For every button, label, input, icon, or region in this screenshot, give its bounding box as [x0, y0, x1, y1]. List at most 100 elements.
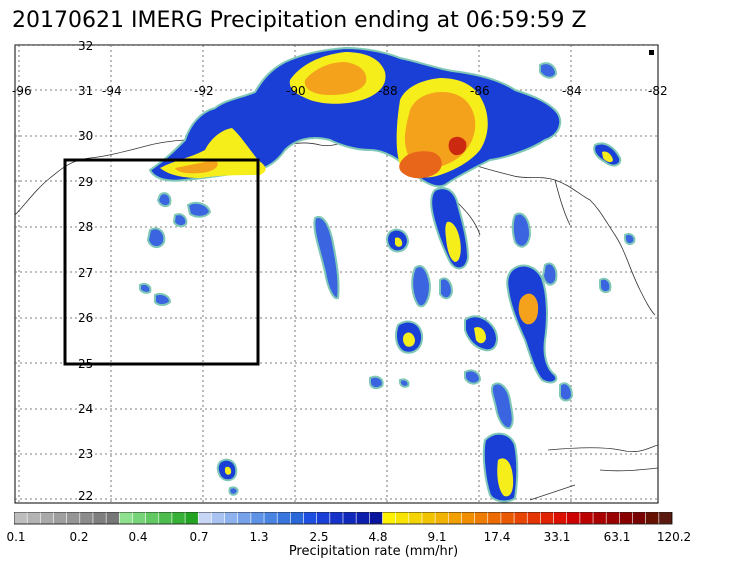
colorbar-swatch — [540, 512, 555, 525]
colorbar-swatch — [526, 512, 541, 525]
colorbar-swatch — [408, 512, 423, 525]
colorbar-swatch — [79, 512, 94, 525]
colorbar-swatch — [224, 512, 239, 525]
colorbar-swatch — [92, 512, 107, 525]
colorbar-swatch — [145, 512, 160, 525]
colorbar-swatch — [395, 512, 410, 525]
precip-frag-4 — [172, 213, 188, 228]
colorbar-swatch — [382, 512, 397, 525]
precip-frag-1 — [146, 227, 166, 248]
colorbar-swatch — [632, 512, 647, 525]
colorbar-swatch — [605, 512, 620, 525]
colorbar-swatch — [355, 512, 370, 525]
longitude-labels: -96 -94 -92 -90 -88 -86 -84 -82 — [12, 84, 668, 98]
colorbar-swatch — [132, 512, 147, 525]
map-title: 20170621 IMERG Precipitation ending at 0… — [12, 8, 587, 33]
colorbar-swatch — [250, 512, 265, 525]
precip-east-red — [399, 151, 442, 179]
latitude-labels: 32 31 30 29 28 27 26 25 24 23 22 — [78, 39, 93, 503]
precip-cell-d-yellow — [402, 332, 415, 347]
colorbar-swatch — [118, 512, 134, 525]
colorbar-swatch — [500, 512, 515, 525]
colorbar-swatch — [303, 512, 318, 525]
precip-frag-18 — [624, 232, 636, 246]
precip-frag-6 — [139, 282, 152, 294]
precip-cell-b-orange — [518, 293, 539, 325]
precip-cell-a-yellow — [445, 221, 461, 262]
precip-frag-14 — [490, 382, 514, 430]
precip-frag-16 — [599, 277, 612, 294]
colorbar-swatch — [329, 512, 344, 525]
precip-cell-g-yellow — [225, 466, 232, 475]
lon-label: -88 — [378, 84, 398, 98]
lat-label: 23 — [78, 447, 93, 461]
colorbar-swatch — [290, 512, 305, 525]
precip-frag-7 — [313, 216, 340, 300]
lon-label: -94 — [102, 84, 122, 98]
colorbar-tick-label: 33.1 — [543, 530, 571, 544]
colorbar-swatch — [171, 512, 186, 525]
precip-cell-h-yellow — [602, 151, 613, 163]
precipitation-field — [139, 46, 636, 503]
colorbar-tick-label: 0.7 — [189, 530, 209, 544]
colorbar-tick-label: 17.4 — [483, 530, 511, 544]
colorbar — [14, 512, 673, 525]
colorbar-tick-label: 0.2 — [69, 530, 89, 544]
precip-cell-e-yellow — [474, 327, 486, 344]
lon-label: -92 — [194, 84, 214, 98]
lon-label: -86 — [470, 84, 490, 98]
colorbar-swatch — [645, 512, 660, 525]
colorbar-swatch — [487, 512, 502, 525]
colorbar-swatch — [369, 512, 384, 525]
lon-label: -96 — [12, 84, 32, 98]
lat-label: 22 — [78, 489, 93, 503]
colorbar-swatch — [263, 512, 278, 525]
lon-label: -82 — [648, 84, 668, 98]
colorbar-swatch — [461, 512, 476, 525]
precip-north-orange-2 — [304, 62, 367, 95]
colorbar-swatch — [53, 512, 68, 525]
colorbar-swatch — [276, 512, 291, 525]
colorbar-swatch — [513, 512, 528, 525]
colorbar-swatch — [40, 512, 55, 525]
colorbar-swatch — [184, 512, 199, 525]
lat-label: 29 — [78, 175, 93, 189]
lat-label: 32 — [78, 39, 93, 53]
colorbar-swatch — [447, 512, 463, 525]
colorbar-swatch — [592, 512, 607, 525]
precip-frag-2 — [186, 201, 212, 218]
lat-label: 24 — [78, 402, 93, 416]
colorbar-swatch — [105, 512, 120, 525]
colorbar-tick-labels: 0.1 0.2 0.4 0.7 1.3 2.5 4.8 9.1 17.4 33.… — [0, 530, 747, 546]
precip-frag-11 — [541, 262, 558, 286]
colorbar-swatch — [14, 512, 28, 525]
precip-frag-15 — [559, 382, 574, 402]
colorbar-swatch — [434, 512, 449, 525]
colorbar-tick-label: 120.2 — [656, 530, 692, 544]
colorbar-swatch — [421, 512, 436, 525]
precip-frag-9 — [439, 277, 454, 300]
lat-label: 31 — [78, 84, 93, 98]
precip-frag-3 — [156, 192, 172, 208]
precip-frag-17 — [539, 62, 558, 79]
lon-label: -90 — [286, 84, 306, 98]
precip-frag-8 — [411, 265, 432, 308]
corner-marker — [649, 50, 654, 55]
colorbar-tick-label: 0.4 — [128, 530, 148, 544]
colorbar-swatch — [211, 512, 226, 525]
precip-frag-20 — [399, 378, 410, 388]
colorbar-tick-label: 2.5 — [309, 530, 329, 544]
colorbar-swatch — [342, 512, 357, 525]
colorbar-swatch — [474, 512, 489, 525]
precip-east-red-2 — [448, 136, 467, 156]
colorbar-swatch — [553, 512, 568, 525]
lat-label: 25 — [78, 357, 93, 371]
lat-label: 28 — [78, 220, 93, 234]
colorbar-tick-label: 4.8 — [368, 530, 388, 544]
precip-north-orange-1 — [175, 160, 218, 174]
colorbar-frame — [14, 512, 673, 525]
precip-frag-10 — [511, 212, 532, 248]
precip-cell-c-yellow — [497, 458, 514, 497]
lat-label: 30 — [78, 129, 93, 143]
